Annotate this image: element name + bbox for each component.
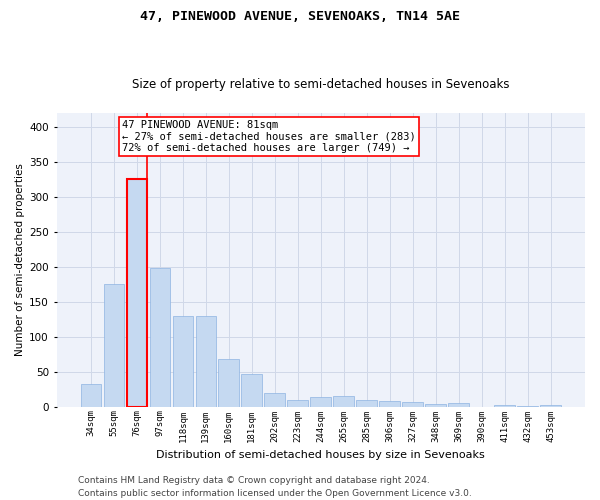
Bar — [218, 359, 239, 406]
Bar — [173, 316, 193, 406]
Bar — [356, 400, 377, 406]
Bar — [80, 384, 101, 406]
Text: Contains HM Land Registry data © Crown copyright and database right 2024.
Contai: Contains HM Land Registry data © Crown c… — [78, 476, 472, 498]
Text: 47, PINEWOOD AVENUE, SEVENOAKS, TN14 5AE: 47, PINEWOOD AVENUE, SEVENOAKS, TN14 5AE — [140, 10, 460, 23]
Bar — [310, 397, 331, 406]
Bar — [241, 374, 262, 406]
Bar — [287, 400, 308, 406]
Bar — [494, 405, 515, 406]
Bar — [540, 405, 561, 406]
Bar — [104, 284, 124, 406]
Title: Size of property relative to semi-detached houses in Sevenoaks: Size of property relative to semi-detach… — [132, 78, 509, 91]
Bar — [196, 316, 216, 406]
Bar — [403, 402, 423, 406]
Bar — [334, 396, 354, 406]
Bar — [265, 392, 285, 406]
X-axis label: Distribution of semi-detached houses by size in Sevenoaks: Distribution of semi-detached houses by … — [157, 450, 485, 460]
Bar — [127, 180, 147, 406]
Y-axis label: Number of semi-detached properties: Number of semi-detached properties — [15, 164, 25, 356]
Bar — [448, 403, 469, 406]
Bar — [379, 401, 400, 406]
Text: 47 PINEWOOD AVENUE: 81sqm
← 27% of semi-detached houses are smaller (283)
72% of: 47 PINEWOOD AVENUE: 81sqm ← 27% of semi-… — [122, 120, 416, 153]
Bar — [149, 268, 170, 406]
Bar — [425, 404, 446, 406]
